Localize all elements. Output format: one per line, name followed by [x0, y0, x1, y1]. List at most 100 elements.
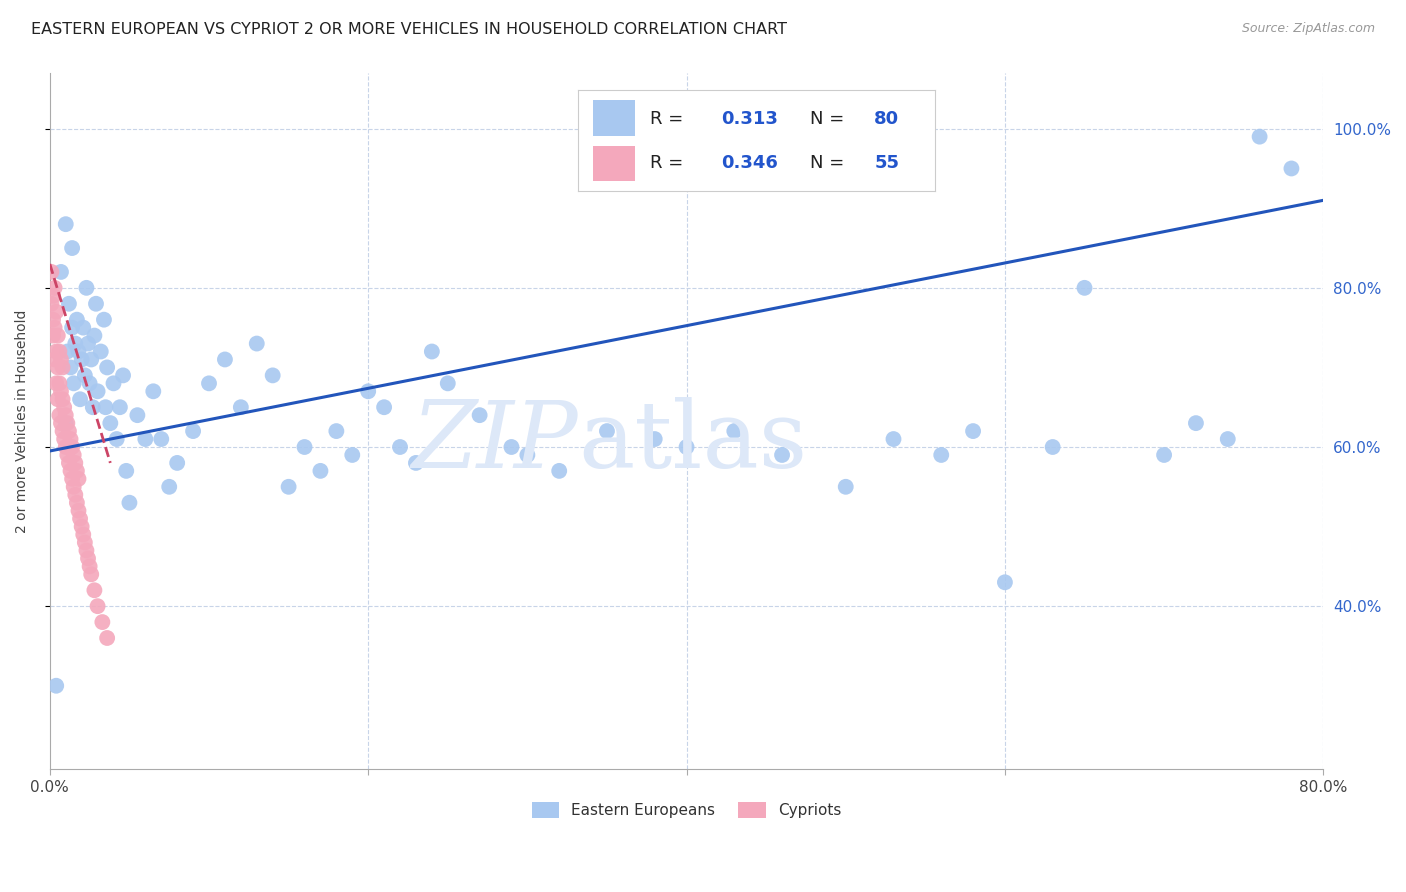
Text: atlas: atlas [578, 397, 807, 487]
Point [42, 289, 65, 303]
Point [45, 304, 67, 318]
Point [55, 440, 77, 454]
Point [59, 464, 82, 478]
Point [142, 384, 165, 399]
Point [45, 679, 67, 693]
Point [548, 464, 571, 478]
Point [52, 360, 75, 375]
Point [882, 432, 904, 446]
Point [420, 344, 443, 359]
Point [181, 424, 204, 438]
Point [69, 511, 91, 525]
Point [75, 281, 97, 295]
Point [118, 496, 141, 510]
Point [56, 448, 79, 462]
Point [56, 416, 79, 430]
Point [108, 401, 131, 415]
Point [55, 408, 77, 422]
Point [66, 464, 89, 478]
Point [44, 352, 66, 367]
Point [44, 281, 66, 295]
Point [52, 392, 75, 407]
Point [60, 440, 83, 454]
Point [723, 424, 745, 438]
Point [49, 416, 72, 430]
Point [94, 401, 117, 415]
Point [157, 480, 180, 494]
Text: Source: ZipAtlas.com: Source: ZipAtlas.com [1241, 22, 1375, 36]
Point [83, 583, 105, 598]
Legend: Eastern Europeans, Cypriots: Eastern Europeans, Cypriots [526, 797, 848, 824]
Point [468, 408, 491, 422]
Point [134, 432, 156, 446]
Text: EASTERN EUROPEAN VS CYPRIOT 2 OR MORE VEHICLES IN HOUSEHOLD CORRELATION CHART: EASTERN EUROPEAN VS CYPRIOT 2 OR MORE VE… [31, 22, 787, 37]
Point [127, 408, 149, 422]
Point [357, 384, 380, 399]
Point [73, 535, 96, 549]
Point [46, 328, 69, 343]
Point [46, 360, 69, 375]
Point [52, 424, 75, 438]
Point [90, 344, 112, 359]
Point [675, 440, 697, 454]
Point [91, 615, 114, 629]
Point [1185, 416, 1208, 430]
Point [80, 352, 103, 367]
Point [41, 265, 63, 279]
Point [994, 575, 1017, 590]
Point [70, 352, 93, 367]
Point [80, 567, 103, 582]
Point [79, 559, 101, 574]
Point [229, 401, 252, 415]
Point [56, 344, 79, 359]
Point [93, 312, 115, 326]
Point [45, 344, 67, 359]
Point [69, 392, 91, 407]
Point [41, 297, 63, 311]
Point [42, 312, 65, 326]
Point [84, 297, 107, 311]
Point [59, 360, 82, 375]
Point [325, 424, 347, 438]
Point [48, 376, 70, 391]
Point [73, 368, 96, 383]
Point [70, 519, 93, 533]
Point [277, 480, 299, 494]
Point [246, 336, 269, 351]
Point [72, 527, 94, 541]
Point [60, 320, 83, 334]
Point [1042, 440, 1064, 454]
Point [150, 432, 173, 446]
Point [86, 384, 108, 399]
Point [75, 543, 97, 558]
Point [46, 392, 69, 407]
Point [65, 456, 87, 470]
Point [516, 448, 538, 462]
Point [59, 432, 82, 446]
Point [405, 456, 427, 470]
Point [49, 352, 72, 367]
Point [644, 432, 666, 446]
Point [45, 376, 67, 391]
Y-axis label: 2 or more Vehicles in Household: 2 or more Vehicles in Household [15, 310, 30, 533]
Point [342, 448, 364, 462]
Point [72, 320, 94, 334]
Text: ZIP: ZIP [412, 397, 578, 487]
Point [105, 432, 128, 446]
Point [58, 297, 80, 311]
Point [115, 464, 138, 478]
Point [66, 312, 89, 326]
Point [1281, 161, 1303, 176]
Point [294, 440, 316, 454]
Point [62, 480, 84, 494]
Point [1153, 448, 1175, 462]
Point [79, 376, 101, 391]
Point [42, 328, 65, 343]
Point [62, 448, 84, 462]
Point [67, 344, 90, 359]
Point [48, 344, 70, 359]
Point [1249, 129, 1271, 144]
Point [835, 480, 858, 494]
Point [770, 448, 793, 462]
Point [55, 416, 77, 430]
